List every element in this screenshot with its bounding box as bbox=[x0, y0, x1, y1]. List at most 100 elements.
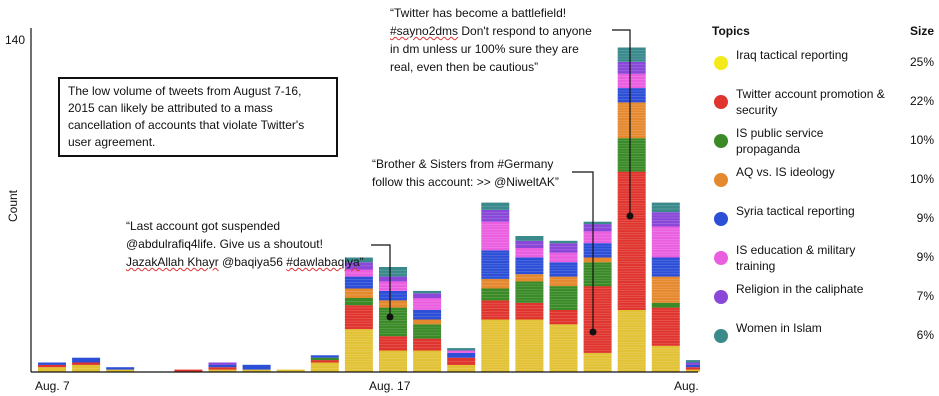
x-tick-label-aug7: Aug. 7 bbox=[35, 379, 70, 393]
legend-label: IS public service propaganda bbox=[736, 126, 824, 156]
bar-segment-10-2 bbox=[379, 307, 407, 337]
bar-segment-13-6 bbox=[481, 209, 510, 222]
legend-item-education: IS education & military training 9% bbox=[700, 239, 936, 278]
bar-segment-16-2 bbox=[583, 262, 612, 287]
bar-segment-16-7 bbox=[583, 221, 612, 225]
bar-segment-17-5 bbox=[617, 73, 646, 89]
bar-segment-11-7 bbox=[413, 290, 442, 294]
legend-size: 6% bbox=[916, 328, 934, 342]
legend-dot-icon bbox=[714, 173, 728, 187]
legend-topics-header: Topics bbox=[712, 24, 750, 38]
bar-segment-8-2 bbox=[310, 357, 339, 361]
quote-battlefield-line2: #sayno2dms Don't respond to anyone bbox=[390, 22, 620, 40]
bar-segment-11-5 bbox=[413, 298, 442, 310]
bar-segment-13-2 bbox=[481, 288, 510, 301]
quote-battlefield-line4: real, even then be cautious” bbox=[390, 60, 539, 74]
bar-segment-15-4 bbox=[549, 262, 578, 277]
bar-segment-7-0 bbox=[276, 369, 305, 372]
bar-segment-9-5 bbox=[344, 269, 373, 277]
legend-dot-icon bbox=[714, 56, 728, 70]
bar-segment-14-3 bbox=[515, 274, 544, 282]
bar-segment-10-4 bbox=[379, 290, 407, 301]
legend-label: Syria tactical reporting bbox=[736, 204, 855, 218]
bar-segment-13-0 bbox=[481, 319, 510, 372]
bar-segment-15-3 bbox=[549, 276, 578, 287]
bar-segment-15-0 bbox=[549, 324, 578, 372]
legend-size: 9% bbox=[916, 250, 934, 264]
bar-segment-17-0 bbox=[617, 310, 646, 372]
y-axis-label: Count bbox=[6, 189, 20, 222]
bar-segment-11-6 bbox=[413, 293, 442, 299]
bars-group bbox=[38, 47, 700, 372]
x-tick-label-aug17: Aug. 17 bbox=[369, 379, 411, 393]
bar-segment-8-4 bbox=[310, 355, 339, 358]
bar-segment-13-1 bbox=[481, 300, 510, 320]
bar-segment-0-1 bbox=[38, 364, 66, 368]
bar-segment-14-0 bbox=[515, 319, 544, 372]
bar-segment-11-0 bbox=[413, 350, 442, 372]
bar-segment-12-7 bbox=[447, 348, 476, 351]
bar-segment-19-6 bbox=[685, 362, 700, 365]
bar-segment-18-6 bbox=[651, 212, 680, 227]
bar-segment-18-3 bbox=[651, 276, 680, 303]
bar-segment-18-4 bbox=[651, 257, 680, 277]
bar-segment-6-4 bbox=[242, 364, 271, 370]
bar-segment-14-2 bbox=[515, 281, 544, 303]
quote-suspended-line3: JazakAllah Khayr @baqiya56 #dawlabaqiya” bbox=[126, 253, 386, 271]
bar-segment-1-0 bbox=[72, 364, 101, 372]
bar-segment-16-6 bbox=[583, 224, 612, 232]
bar-segment-9-0 bbox=[344, 329, 373, 372]
legend-dot-icon bbox=[714, 290, 728, 304]
legend-size: 25% bbox=[909, 55, 934, 69]
bar-segment-10-7 bbox=[379, 267, 407, 277]
bar-segment-14-6 bbox=[515, 240, 544, 248]
bar-segment-11-3 bbox=[413, 319, 442, 325]
legend-label: Iraq tactical reporting bbox=[736, 48, 849, 62]
legend-item-syria: Syria tactical reporting 9% bbox=[700, 200, 936, 239]
legend-item-public-service: IS public service propaganda 10% bbox=[700, 122, 936, 161]
legend-item-iraq: Iraq tactical reporting 25% bbox=[700, 44, 936, 83]
annotation-leader-germany bbox=[572, 171, 597, 336]
bar-segment-19-1 bbox=[685, 367, 700, 370]
volume-note-box: The low volume of tweets from August 7-1… bbox=[58, 77, 338, 157]
bar-segment-17-2 bbox=[617, 138, 646, 172]
bar-segment-14-7 bbox=[515, 236, 544, 241]
volume-note-text: The low volume of tweets from August 7-1… bbox=[68, 84, 305, 149]
bar-segment-19-4 bbox=[685, 364, 700, 368]
quote-suspended-line3b: @baqiya56 bbox=[218, 255, 287, 269]
bar-segment-14-5 bbox=[515, 247, 544, 258]
bar-segment-18-7 bbox=[651, 202, 680, 213]
legend-size-header: Size bbox=[909, 24, 934, 38]
bar-segment-13-7 bbox=[481, 202, 510, 210]
legend-size: 9% bbox=[916, 211, 934, 225]
bar-segment-1-1 bbox=[72, 362, 101, 365]
quote-suspended-line3c: #dawlabaqiya bbox=[286, 255, 360, 269]
bar-segment-4-1 bbox=[174, 369, 203, 372]
bar-segment-10-5 bbox=[379, 281, 407, 291]
legend-dot-icon bbox=[714, 95, 728, 109]
quote-suspended-line2: @abdulrafiq4life. Give us a shoutout! bbox=[126, 237, 323, 251]
bar-segment-19-0 bbox=[685, 369, 700, 372]
bar-segment-15-6 bbox=[549, 243, 578, 253]
bar-segment-9-2 bbox=[344, 298, 373, 306]
legend-size: 10% bbox=[909, 172, 934, 186]
quote-suspended: “Last account got suspended @abdulrafiq4… bbox=[126, 217, 386, 271]
bar-segment-5-0 bbox=[208, 369, 237, 372]
legend-dot-icon bbox=[714, 212, 728, 226]
y-tick-label-max: 140 bbox=[5, 33, 25, 47]
bar-segment-9-7 bbox=[344, 257, 373, 263]
bar-segment-15-5 bbox=[549, 252, 578, 263]
legend-item-aq-vs-is: AQ vs. IS ideology 10% bbox=[700, 161, 936, 200]
bar-segment-10-6 bbox=[379, 276, 407, 282]
legend-item-religion: Religion in the caliphate 7% bbox=[700, 278, 936, 317]
bar-segment-17-3 bbox=[617, 102, 646, 139]
legend-label: IS education & military training bbox=[736, 243, 856, 273]
bar-segment-17-6 bbox=[617, 61, 646, 74]
bar-segment-10-1 bbox=[379, 336, 407, 351]
bar-segment-6-0 bbox=[242, 369, 271, 372]
bar-segment-17-7 bbox=[617, 47, 646, 62]
bar-segment-10-3 bbox=[379, 300, 407, 308]
legend-header: Topics Size bbox=[700, 14, 936, 44]
bar-segment-8-1 bbox=[310, 360, 339, 363]
bar-segment-16-5 bbox=[583, 231, 612, 244]
